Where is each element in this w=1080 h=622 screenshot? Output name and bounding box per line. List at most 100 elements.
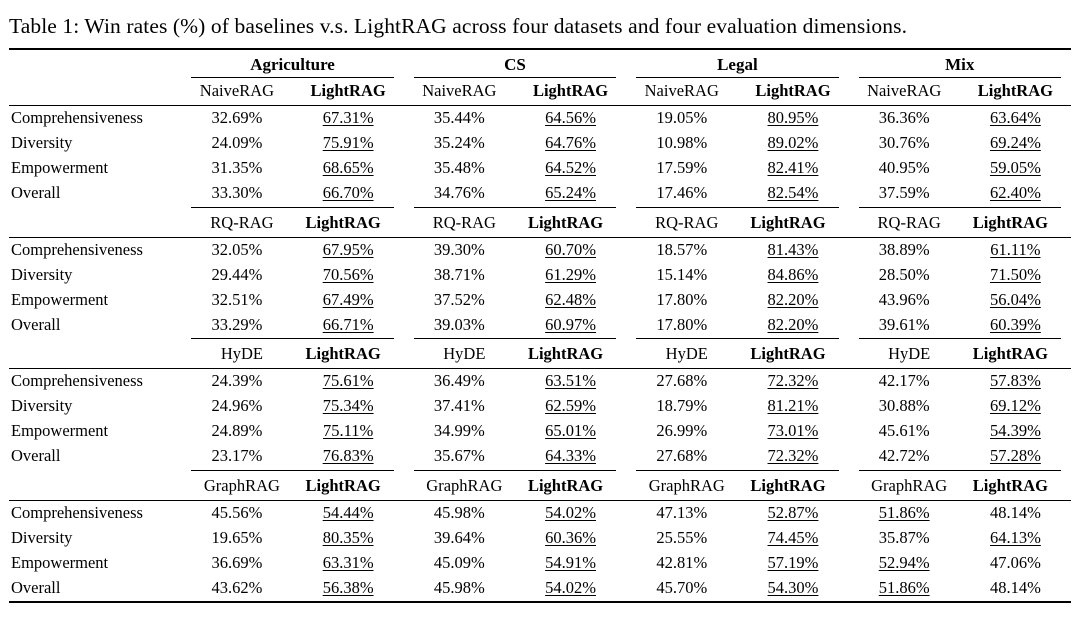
lightrag-value: 61.11% [990,239,1041,259]
metric-label: Empowerment [11,421,109,441]
baseline-value: 51.86% [878,577,930,597]
lightrag-value: 52.87% [767,502,819,522]
pair-header: RQ-RAG LightRAG [636,206,839,237]
baseline-value: 28.50% [878,264,930,284]
table-row: Diversity 19.65% 80.35% 39.64% 60.36% 25.55% 7… [9,526,1071,551]
lightrag-value: 71.50% [989,264,1041,284]
baseline-value: 10.98% [656,133,708,153]
win-rates-table: Agriculture CS Legal Mix NaiveRAG LightRAG Nai… [9,48,1071,603]
lightrag-value: 68.65% [322,158,374,178]
baseline-value: 35.67% [433,446,485,466]
baseline-value: 45.70% [656,577,708,597]
lightrag-value: 63.64% [989,108,1041,127]
dataset-header: Legal [636,55,839,78]
baseline-name: RQ-RAG [655,212,719,232]
baseline-value: 45.98% [433,577,485,597]
lightrag-value: 75.91% [322,133,374,153]
baseline-value: 27.68% [656,371,708,390]
lightrag-value: 63.31% [322,552,374,572]
lightrag-value: 80.35% [322,527,374,547]
lightrag-value: 64.56% [545,108,596,127]
baseline-value: 34.99% [433,421,485,441]
lightrag-value: 57.83% [989,371,1041,390]
lightrag-value: 60.97% [545,314,596,334]
lightrag-value: 73.01% [767,421,819,441]
lightrag-value: 82.54% [767,183,819,203]
table-row: Diversity 24.09% 75.91% 35.24% 64.76% 10.98% 8… [9,131,1071,156]
lightrag-value: 84.86% [767,264,819,284]
lightrag-value: 64.52% [545,158,596,178]
pair-header-cell: HyDE LightRAG [181,338,404,369]
lightrag-value: 74.45% [767,527,819,547]
baseline-value: 43.96% [878,289,930,309]
baseline-value: 45.56% [211,502,263,522]
lightrag-name: LightRAG [305,475,381,495]
lightrag-value: 63.51% [545,371,596,390]
lightrag-value: 65.01% [545,421,596,441]
pair-header: HyDE LightRAG [413,338,617,368]
metric-label: Diversity [11,133,73,153]
baseline-header-row: HyDE LightRAG HyDE LightRAG HyDE LightRAG HyDE… [9,338,1071,369]
baseline-header-row: NaiveRAG LightRAG NaiveRAG LightRAG NaiveRAG… [9,78,1071,106]
baseline-value: 33.29% [211,314,263,334]
lightrag-value: 67.49% [322,289,374,309]
baseline-value: 24.39% [211,371,263,390]
table-row: Empowerment 32.51% 67.49% 37.52% 62.48% 17.80… [9,288,1071,313]
lightrag-value: 66.71% [322,314,374,334]
dataset-header-cell: CS [404,49,626,78]
table-row: Overall 33.30% 66.70% 34.76% 65.24% 17.46% 82.… [9,181,1071,206]
lightrag-value: 54.39% [989,421,1041,441]
pair-header: GraphRAG LightRAG [636,469,839,500]
pair-header-cell: NaiveRAG LightRAG [848,78,1071,106]
baseline-value: 38.71% [433,264,485,284]
lightrag-value: 54.91% [545,552,596,572]
baseline-value: 15.14% [656,264,708,284]
pair-header-cell: NaiveRAG LightRAG [626,78,849,106]
lightrag-value: 62.59% [545,396,596,416]
baseline-value: 45.98% [433,502,485,522]
lightrag-name: LightRAG [310,81,386,100]
baseline-value: 36.49% [433,371,485,390]
table-row: Comprehensiveness 32.69% 67.31% 35.44% 64.56… [9,106,1071,132]
baseline-value: 34.76% [433,183,485,203]
baseline-value: 17.80% [656,289,708,309]
metric-label: Diversity [11,527,73,547]
lightrag-value: 72.32% [767,446,819,466]
metric-label: Diversity [11,264,73,284]
pair-header: GraphRAG LightRAG [858,469,1061,500]
lightrag-value: 56.38% [322,577,374,597]
baseline-value: 29.44% [211,264,263,284]
baseline-value: 47.13% [656,502,708,522]
pair-header-cell: GraphRAG LightRAG [403,469,627,501]
empty-label-cell [9,206,182,238]
pair-header-cell: RQ-RAG LightRAG [181,206,404,238]
lightrag-name: LightRAG [305,344,381,363]
baseline-value: 18.79% [656,396,708,416]
lightrag-value: 60.39% [989,314,1041,334]
lightrag-value: 82.41% [767,158,819,178]
baseline-value: 26.99% [656,421,708,441]
metric-label: Overall [11,577,61,597]
baseline-value: 30.76% [878,133,930,153]
lightrag-value: 69.12% [989,396,1041,416]
lightrag-value: 75.11% [322,421,374,441]
table-row: Comprehensiveness 32.05% 67.95% 39.30% 60.70… [9,237,1071,263]
pair-header: NaiveRAG LightRAG [181,78,403,105]
lightrag-value: 54.30% [767,577,819,597]
table-row: Diversity 29.44% 70.56% 38.71% 61.29% 15.14% 8… [9,263,1071,288]
dataset-header: Mix [858,55,1061,78]
baseline-value: 43.62% [211,577,263,597]
baseline-name: NaiveRAG [644,81,719,100]
lightrag-name: LightRAG [972,344,1048,363]
lightrag-value: 76.83% [322,446,374,466]
pair-header-cell: RQ-RAG LightRAG [403,206,627,238]
lightrag-value: 82.20% [767,314,819,334]
baseline-value: 51.86% [878,502,930,522]
baseline-value: 45.61% [878,421,930,441]
table-row: Empowerment 36.69% 63.31% 45.09% 54.91% 42.81… [9,551,1071,576]
pair-header-cell: HyDE LightRAG [626,338,849,369]
baseline-value: 37.41% [433,396,485,416]
baseline-value: 30.88% [878,396,930,416]
baseline-value: 42.81% [656,552,708,572]
pair-header: HyDE LightRAG [191,338,394,368]
